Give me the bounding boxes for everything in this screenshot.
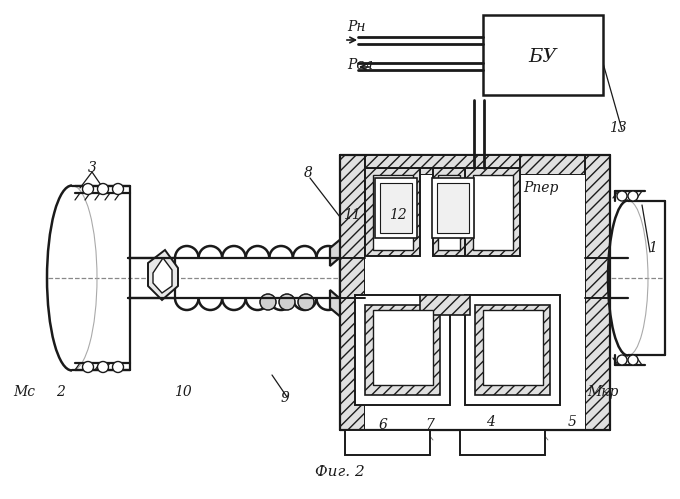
Bar (380, 183, 412, 233)
Bar (420, 295, 470, 315)
Text: БУ: БУ (529, 48, 557, 66)
Bar (365, 155, 520, 168)
Polygon shape (148, 250, 178, 300)
Bar (438, 175, 460, 250)
Text: 6: 6 (379, 418, 388, 432)
Polygon shape (330, 223, 395, 266)
Bar (475, 305, 550, 395)
Bar (465, 295, 560, 405)
Bar (340, 410, 610, 430)
Bar (585, 155, 610, 430)
Bar (340, 155, 610, 175)
Circle shape (97, 184, 109, 195)
Text: 12: 12 (389, 208, 407, 222)
Text: 2: 2 (56, 385, 65, 399)
Text: 3: 3 (88, 161, 97, 175)
Bar (373, 175, 413, 250)
Bar (355, 295, 450, 405)
Bar (365, 168, 420, 256)
Circle shape (112, 361, 124, 372)
Text: 4: 4 (486, 415, 494, 429)
Text: Рсл: Рсл (347, 58, 373, 72)
Bar (473, 175, 513, 250)
Text: Мс: Мс (13, 385, 35, 399)
Bar (345, 430, 430, 455)
Bar (340, 155, 365, 430)
Polygon shape (153, 258, 172, 293)
Text: 8: 8 (303, 166, 312, 180)
Text: Рпер: Рпер (523, 181, 558, 195)
Circle shape (97, 361, 109, 372)
Text: 10: 10 (174, 385, 192, 399)
Circle shape (628, 191, 638, 201)
Bar (483, 15, 603, 95)
Circle shape (82, 361, 94, 372)
Text: Фиг. 2: Фиг. 2 (315, 465, 365, 479)
Bar (460, 430, 545, 455)
Circle shape (617, 191, 627, 201)
Bar (433, 168, 465, 256)
Bar (465, 168, 520, 256)
Circle shape (279, 294, 295, 310)
Circle shape (617, 355, 627, 365)
Polygon shape (330, 290, 395, 333)
Text: 1: 1 (647, 241, 656, 255)
Bar (437, 183, 469, 233)
Text: 5: 5 (568, 415, 577, 429)
Circle shape (628, 355, 638, 365)
Bar (373, 310, 433, 385)
Circle shape (112, 184, 124, 195)
Bar (375, 178, 417, 238)
Text: 13: 13 (609, 121, 627, 135)
Text: Мкр: Мкр (588, 385, 619, 399)
Text: 9: 9 (281, 391, 290, 405)
Text: 7: 7 (426, 418, 435, 432)
Circle shape (260, 294, 276, 310)
Circle shape (82, 184, 94, 195)
Circle shape (298, 294, 314, 310)
Bar (365, 175, 585, 430)
Text: 11: 11 (343, 208, 361, 222)
Text: Рн: Рн (347, 20, 366, 34)
Bar (365, 305, 440, 395)
Bar (432, 178, 474, 238)
Bar (483, 310, 543, 385)
